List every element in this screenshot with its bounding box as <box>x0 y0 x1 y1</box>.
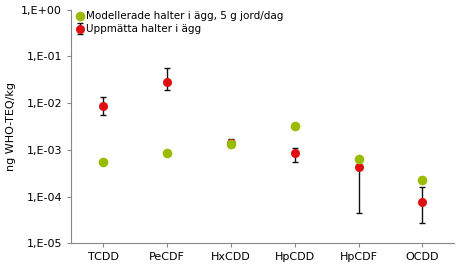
Legend: Modellerade halter i ägg, 5 g jord/dag, Uppmätta halter i ägg: Modellerade halter i ägg, 5 g jord/dag, … <box>76 10 283 35</box>
Y-axis label: ng WHO-TEQ/kg: ng WHO-TEQ/kg <box>6 82 16 171</box>
Modellerade halter i ägg, 5 g jord/dag <box>163 151 170 155</box>
Modellerade halter i ägg, 5 g jord/dag <box>99 160 106 164</box>
Modellerade halter i ägg, 5 g jord/dag <box>291 124 298 128</box>
Modellerade halter i ägg, 5 g jord/dag <box>354 157 362 161</box>
Modellerade halter i ägg, 5 g jord/dag <box>418 178 425 182</box>
Modellerade halter i ägg, 5 g jord/dag <box>227 142 234 146</box>
